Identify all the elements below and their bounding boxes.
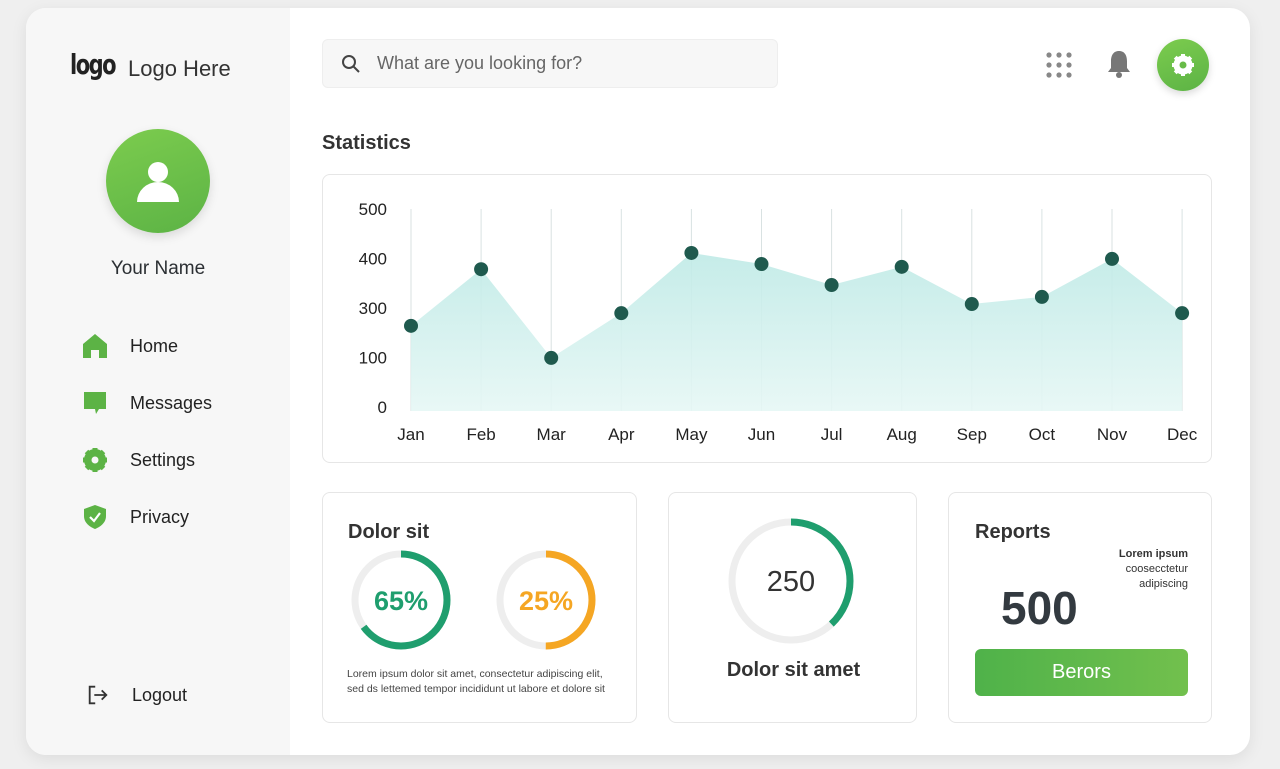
user-name: Your Name: [110, 258, 206, 279]
logout-icon: [88, 685, 108, 705]
data-point: [894, 259, 909, 274]
reports-title: Reports: [975, 521, 1051, 543]
ring-label: 25%: [519, 586, 573, 616]
data-point: [684, 245, 699, 260]
y-tick-label: 500: [359, 200, 387, 219]
berors-button[interactable]: Berors: [975, 649, 1188, 696]
ring-label: 65%: [374, 586, 428, 616]
value-ring: 250: [728, 518, 854, 644]
ring-progress: [496, 550, 596, 650]
sidebar: logo Logo Here Your Name Home Messages S…: [26, 8, 290, 755]
sidebar-item-label: Messages: [130, 392, 213, 413]
search-input[interactable]: [377, 53, 757, 74]
sidebar-item-label: Privacy: [130, 506, 190, 527]
note-line: coosecctetur: [1125, 563, 1188, 575]
data-point: [964, 297, 979, 312]
gear-icon: [1172, 54, 1194, 76]
gear-icon: [83, 448, 107, 472]
x-tick-label: Sep: [957, 425, 987, 444]
x-tick-label: Jul: [821, 425, 843, 444]
data-point: [1105, 251, 1119, 266]
ring-value: 250: [767, 566, 815, 598]
x-tick-label: May: [675, 425, 708, 444]
ring-progress: [351, 550, 451, 650]
settings-button[interactable]: [1157, 39, 1209, 91]
area-fill: [411, 252, 1183, 411]
sidebar-item-label: Settings: [130, 449, 196, 470]
search-bar[interactable]: [322, 39, 778, 88]
note-line: adipiscing: [1139, 578, 1188, 590]
description-line: Lorem ipsum dolor sit amet, consectetur …: [347, 668, 603, 680]
x-tick-label: Feb: [466, 425, 495, 444]
note-line: Lorem ipsum: [1118, 548, 1188, 560]
sidebar-item-home[interactable]: Home: [82, 333, 178, 359]
apps-grid-icon[interactable]: [1045, 51, 1075, 81]
data-point: [1034, 289, 1049, 304]
logout-button[interactable]: Logout: [86, 683, 187, 707]
x-tick-label: Apr: [608, 425, 635, 444]
statistics-chart: 0 100 300 400 500 Jan Feb Mar Apr May Jun Jul Aug Sep…: [359, 200, 1198, 444]
data-point: [614, 306, 629, 321]
card-title: Dolor sit: [348, 521, 430, 543]
progress-rings: 65% 25%: [351, 550, 596, 650]
dolor-sit-card: Dolor sit 65% 25% Lorem ipsum dolor sit a…: [322, 492, 637, 723]
x-tick-label: Jan: [397, 425, 424, 444]
data-point: [474, 262, 489, 277]
x-tick-label: Jun: [748, 425, 775, 444]
shield-check-icon: [84, 505, 106, 529]
sidebar-item-privacy[interactable]: Privacy: [82, 504, 189, 530]
bell-icon[interactable]: [1105, 49, 1133, 79]
dolor-sit-amet-card: 250 Dolor sit amet: [668, 492, 917, 723]
x-tick-label: Aug: [887, 425, 917, 444]
y-tick-label: 300: [359, 299, 387, 318]
avatar[interactable]: [106, 129, 210, 233]
x-tick-label: Dec: [1167, 425, 1198, 444]
card-description: Lorem ipsum dolor sit amet, consectetur …: [347, 667, 605, 697]
statistics-title: Statistics: [322, 132, 411, 154]
user-icon: [137, 162, 179, 202]
data-point: [544, 350, 559, 365]
reports-card: Reports Lorem ipsum coosecctetur adipisc…: [948, 492, 1212, 723]
search-icon: [342, 54, 360, 73]
y-tick-label: 0: [378, 398, 387, 417]
data-point: [1175, 306, 1190, 321]
message-icon: [84, 392, 106, 414]
reports-value: 500: [1001, 582, 1078, 634]
home-icon: [83, 334, 107, 358]
sidebar-item-label: Home: [130, 335, 179, 356]
dashboard-window: logo Logo Here Your Name Home Messages S…: [26, 8, 1250, 755]
y-tick-label: 100: [359, 349, 387, 368]
data-point: [404, 318, 418, 333]
y-tick-label: 400: [359, 250, 387, 269]
sidebar-item-messages[interactable]: Messages: [82, 390, 212, 416]
x-tick-label: Oct: [1029, 425, 1056, 444]
data-point: [824, 278, 839, 293]
logo-text: Logo Here: [128, 56, 231, 81]
x-tick-label: Mar: [537, 425, 567, 444]
card-caption: Dolor sit amet: [726, 659, 861, 681]
logout-label: Logout: [132, 684, 188, 705]
reports-note: Lorem ipsum coosecctetur adipiscing: [1119, 547, 1188, 592]
logo: logo: [70, 48, 117, 81]
ring-progress: [728, 518, 854, 644]
x-tick-label: Nov: [1097, 425, 1128, 444]
description-line: sed ds lettemed tempor incididunt ut lab…: [347, 683, 605, 695]
statistics-chart-card: 0 100 300 400 500 Jan Feb Mar Apr May Jun Jul Aug Sep…: [322, 174, 1212, 463]
sidebar-item-settings[interactable]: Settings: [82, 447, 195, 473]
data-point: [754, 257, 769, 272]
